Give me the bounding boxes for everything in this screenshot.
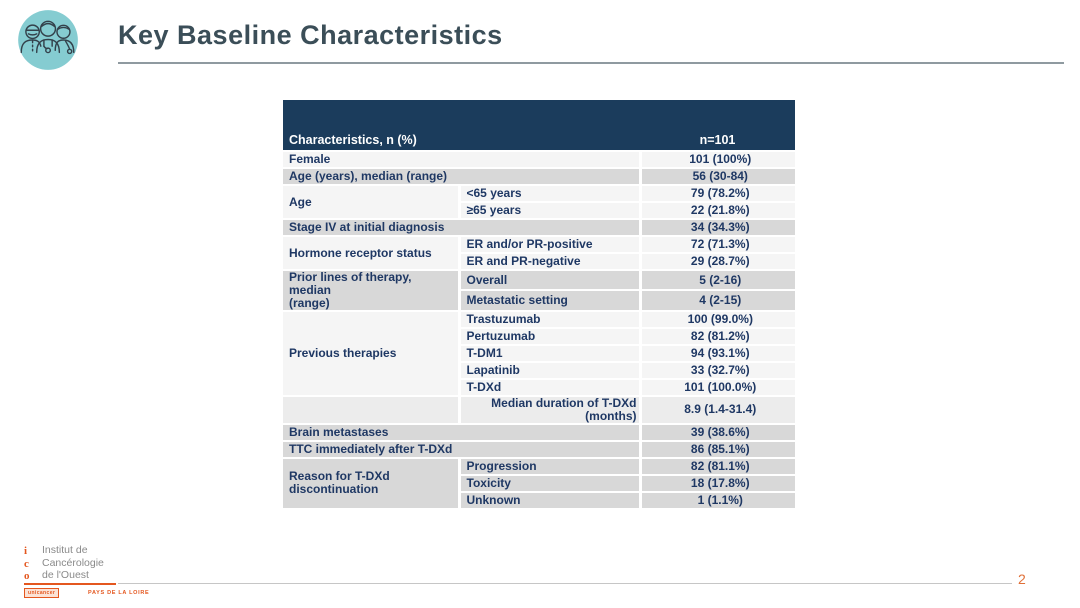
- logo-name-line: Cancérologie: [42, 556, 104, 569]
- table-row: Stage IV at initial diagnosis 34 (34.3%): [283, 219, 795, 237]
- table-row: Hormone receptor status ER and/or PR-pos…: [283, 236, 795, 271]
- row-label: Female: [283, 151, 642, 169]
- table-row: Prior lines of therapy, median (range) O…: [283, 270, 795, 312]
- row-group-label: Reason for T-DXd discontinuation: [283, 457, 461, 510]
- table-row: Female 101 (100%): [283, 151, 795, 169]
- row-sublabel: Toxicity: [459, 474, 642, 493]
- row-label: Age (years), median (range): [283, 168, 642, 186]
- table-row: Toxicity 18 (17.8%): [283, 474, 795, 493]
- table-row: Unknown 1 (1.1%): [283, 491, 795, 510]
- row-value: 101 (100.0%): [640, 378, 795, 397]
- row-sublabel: Unknown: [459, 491, 642, 510]
- row-value: 72 (71.3%): [640, 236, 795, 254]
- row-group-label: Age: [283, 185, 461, 220]
- table-row: Age <65 years 79 (78.2%): [283, 185, 795, 220]
- row-sublabel: T-DM1: [459, 344, 642, 363]
- table-header-characteristics: Characteristics, n (%): [289, 132, 417, 147]
- logo-orange-rule: [24, 583, 116, 585]
- row-sublabel: ≥65 years: [459, 202, 642, 220]
- row-group-label: Previous therapies: [283, 310, 461, 397]
- row-empty-cell: [283, 395, 461, 425]
- row-sublabel: Lapatinib: [459, 361, 642, 380]
- table-row: TTC immediately after T-DXd 86 (85.1%): [283, 440, 795, 459]
- table-row: Median duration of T-DXd (months) 8.9 (1…: [283, 395, 795, 425]
- row-sublabel: ER and/or PR-positive: [459, 236, 642, 254]
- row-sublabel: T-DXd: [459, 378, 642, 397]
- row-value: 101 (100%): [640, 151, 795, 169]
- row-sublabel: Median duration of T-DXd (months): [459, 395, 642, 425]
- row-value: 5 (2-16): [640, 270, 795, 292]
- row-value: 82 (81.2%): [640, 327, 795, 346]
- row-sublabel: ER and PR-negative: [459, 253, 642, 271]
- row-value: 22 (21.8%): [640, 202, 795, 220]
- ico-logo: i c o Institut de Cancérologie de l'Oues…: [24, 544, 124, 584]
- row-value: 56 (30-84): [640, 168, 795, 186]
- table-row: Age (years), median (range) 56 (30-84): [283, 168, 795, 186]
- row-group-label: Prior lines of therapy, median (range): [283, 270, 461, 312]
- row-label: Stage IV at initial diagnosis: [283, 219, 642, 237]
- page-number: 2: [1018, 571, 1026, 587]
- row-label: Brain metastases: [283, 423, 642, 442]
- logo-name-line: de l'Ouest: [42, 569, 89, 581]
- row-label: TTC immediately after T-DXd: [283, 440, 642, 459]
- region-label: PAYS DE LA LOIRE: [88, 590, 150, 596]
- title-underline: [118, 62, 1064, 64]
- row-value: 8.9 (1.4-31.4): [640, 395, 795, 425]
- table-row: Reason for T-DXd discontinuation Progres…: [283, 457, 795, 510]
- unicancer-badge: unicancer: [24, 588, 60, 598]
- row-value: 39 (38.6%): [640, 423, 795, 442]
- row-value: 86 (85.1%): [640, 440, 795, 459]
- row-value: 18 (17.8%): [640, 474, 795, 493]
- row-value: 1 (1.1%): [640, 491, 795, 510]
- ico-letter-c: c: [24, 557, 29, 570]
- table-row: Pertuzumab 82 (81.2%): [283, 327, 795, 346]
- table-header-row: Characteristics, n (%) n=101: [283, 100, 795, 152]
- ico-logo-name: Institut de Cancérologie de l'Ouest: [42, 544, 104, 582]
- table-row: Previous therapies Trastuzumab 100 (99.0…: [283, 310, 795, 397]
- table-row: Metastatic setting 4 (2-15): [283, 290, 795, 312]
- row-value: 34 (34.3%): [640, 219, 795, 237]
- table-row: ≥65 years 22 (21.8%): [283, 202, 795, 220]
- table-row: Lapatinib 33 (32.7%): [283, 361, 795, 380]
- baseline-characteristics-table: Characteristics, n (%) n=101 Female 101 …: [283, 100, 795, 510]
- row-value: 33 (32.7%): [640, 361, 795, 380]
- row-value: 4 (2-15): [640, 290, 795, 312]
- table-header-n: n=101: [699, 132, 736, 147]
- ico-logo-letters: i c o: [24, 545, 30, 583]
- row-value: 100 (99.0%): [640, 310, 795, 329]
- footer-divider-line: [118, 583, 1012, 584]
- ico-letter-o: o: [24, 570, 30, 582]
- table-row: T-DXd 101 (100.0%): [283, 378, 795, 397]
- slide-title: Key Baseline Characteristics: [118, 20, 503, 50]
- row-sublabel: Overall: [459, 270, 642, 292]
- row-sublabel: Progression: [459, 457, 642, 476]
- row-group-label: Hormone receptor status: [283, 236, 461, 271]
- row-value: 29 (28.7%): [640, 253, 795, 271]
- table-row: Brain metastases 39 (38.6%): [283, 423, 795, 442]
- row-sublabel: <65 years: [459, 185, 642, 203]
- medical-team-icon: [12, 5, 82, 73]
- row-value: 94 (93.1%): [640, 344, 795, 363]
- ico-letter-i: i: [24, 545, 28, 557]
- logo-name-line: Institut de: [42, 544, 88, 556]
- row-sublabel: Metastatic setting: [459, 290, 642, 312]
- row-sublabel: Pertuzumab: [459, 327, 642, 346]
- row-sublabel: Trastuzumab: [459, 310, 642, 329]
- row-value: 82 (81.1%): [640, 457, 795, 476]
- table-row: T-DM1 94 (93.1%): [283, 344, 795, 363]
- row-value: 79 (78.2%): [640, 185, 795, 203]
- table-row: ER and PR-negative 29 (28.7%): [283, 253, 795, 271]
